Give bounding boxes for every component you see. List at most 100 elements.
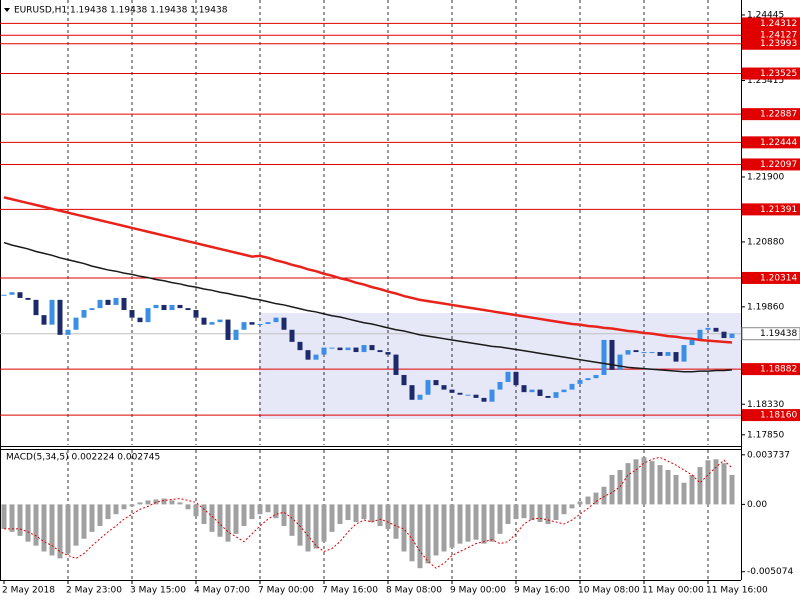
- candle-body: [553, 392, 559, 398]
- macd-bar: [441, 504, 447, 552]
- menu-arrow: [4, 8, 10, 12]
- macd-bar: [353, 504, 359, 523]
- candle-body: [1, 294, 7, 296]
- macd-bar: [377, 504, 383, 527]
- macd-bar: [681, 482, 687, 505]
- macd-bar: [521, 504, 527, 519]
- x-tick-label: 11 May 00:00: [642, 586, 704, 596]
- macd-bar: [409, 504, 415, 562]
- candle-body: [73, 317, 79, 330]
- candle-body: [193, 310, 199, 318]
- moving-average: [3, 241, 733, 373]
- candle-body: [713, 327, 719, 332]
- candle-body: [233, 329, 239, 340]
- macd-bar: [137, 502, 143, 505]
- candle-body: [625, 350, 631, 355]
- macd-bar: [393, 504, 399, 539]
- candle-body: [129, 310, 135, 318]
- macd-bar: [1, 504, 7, 529]
- macd-bar: [617, 470, 623, 505]
- macd-bar: [593, 492, 599, 505]
- macd-bar: [577, 501, 583, 505]
- level-tag: [742, 37, 800, 50]
- candle-body: [257, 324, 263, 326]
- macd-bar: [601, 486, 607, 505]
- candle-body: [313, 354, 319, 360]
- level-label: 1.22097: [760, 160, 797, 170]
- candle-body: [265, 322, 271, 325]
- macd-bar: [489, 504, 495, 542]
- level-tag: [742, 108, 800, 121]
- level-tag: [742, 17, 800, 30]
- x-tick-label: 9 May 00:00: [450, 586, 506, 596]
- level-tag: [742, 271, 800, 284]
- candle-body: [617, 354, 623, 370]
- macd-bar: [497, 504, 503, 534]
- candle-body: [521, 385, 527, 393]
- chart-title: EURUSD,H1 1.19438 1.19438 1.19438 1.1943…: [14, 6, 228, 16]
- macd-bar: [129, 504, 135, 507]
- macd-bar: [161, 498, 167, 505]
- macd-bar: [729, 474, 735, 505]
- macd-bar: [313, 504, 319, 549]
- candle-body: [457, 392, 463, 395]
- macd-bar: [17, 504, 23, 536]
- macd-bar: [97, 504, 103, 527]
- candle-body: [89, 308, 95, 311]
- candle-body: [401, 374, 407, 386]
- candle-body: [9, 292, 15, 295]
- level-label: 1.23993: [760, 39, 797, 49]
- macd-bar: [25, 504, 31, 542]
- macd-bar: [329, 504, 335, 532]
- candle-body: [25, 297, 31, 300]
- y-tick-label: 1.19860: [747, 302, 784, 312]
- macd-bar: [185, 504, 191, 510]
- macd-bar: [609, 474, 615, 505]
- x-tick-label: 2 May 23:00: [66, 586, 122, 596]
- level-tag: [742, 409, 800, 422]
- macd-bar: [33, 504, 39, 546]
- candle-body: [489, 389, 495, 402]
- macd-bar: [225, 504, 231, 542]
- candle-body: [153, 304, 159, 309]
- candle-body: [425, 380, 431, 395]
- candle-body: [481, 397, 487, 402]
- macd-bar: [177, 502, 183, 505]
- macd-bar: [9, 504, 15, 532]
- macd-bar: [121, 504, 127, 510]
- candle-body: [361, 345, 367, 353]
- macd-bar: [585, 496, 591, 505]
- candle-body: [377, 350, 383, 353]
- candle-body: [537, 389, 543, 396]
- candle-body: [601, 339, 607, 375]
- level-label: 1.24312: [760, 19, 797, 29]
- level-label: 1.20314: [760, 273, 797, 283]
- candle-body: [353, 347, 359, 353]
- candle-body: [705, 327, 711, 330]
- candle-body: [177, 304, 183, 309]
- candle-body: [289, 329, 295, 342]
- candle-body: [17, 292, 23, 298]
- macd-bar: [553, 504, 559, 521]
- last-price-label: 1.19438: [760, 329, 797, 339]
- level-tag: [742, 158, 800, 171]
- macd-bar: [705, 460, 711, 505]
- macd-bar: [209, 504, 215, 532]
- macd-bar: [689, 474, 695, 505]
- level-label: 1.18882: [760, 365, 797, 375]
- candle-body: [297, 341, 303, 351]
- candle-body: [649, 352, 655, 354]
- level-label: 1.22444: [760, 138, 797, 148]
- macd-bar: [401, 504, 407, 552]
- candle-body: [585, 378, 591, 381]
- signal-line: [4, 456, 733, 569]
- macd-bar: [449, 504, 455, 548]
- candle-body: [633, 350, 639, 353]
- x-tick-label: 10 May 08:00: [578, 586, 640, 596]
- macd-bar: [721, 463, 727, 505]
- candle-body: [473, 394, 479, 398]
- candle-body: [417, 394, 423, 400]
- candle-body: [281, 317, 287, 330]
- macd-bar: [201, 504, 207, 525]
- last-price-tag: [741, 327, 800, 341]
